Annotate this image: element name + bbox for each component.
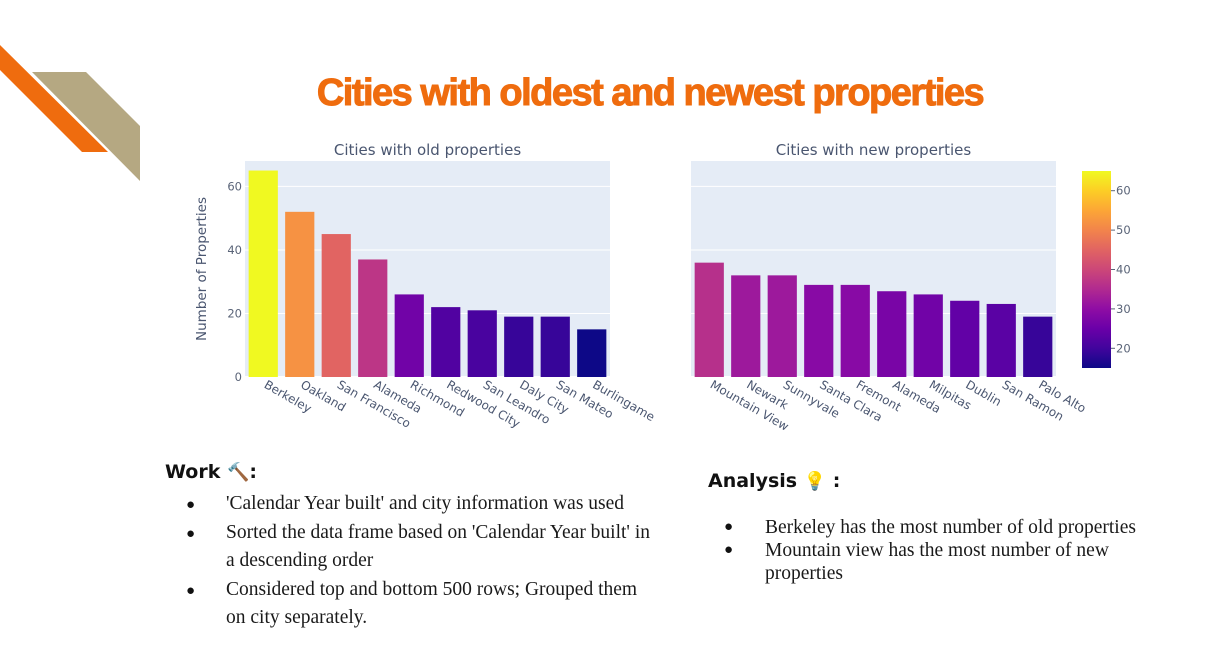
y-tick-label: 60 bbox=[227, 179, 242, 193]
y-tick-label: 0 bbox=[235, 370, 242, 384]
bar bbox=[767, 275, 797, 377]
colorbar-tick-label: 30 bbox=[1116, 302, 1131, 316]
colorbar-tick-label: 60 bbox=[1116, 184, 1131, 198]
hammer-icon: 🔨 bbox=[226, 462, 250, 483]
work-item: 'Calendar Year built' and city informati… bbox=[186, 490, 656, 519]
tan-stripe bbox=[32, 72, 140, 181]
bar bbox=[1023, 316, 1053, 377]
bar bbox=[504, 316, 534, 377]
bar bbox=[285, 211, 315, 377]
y-tick-label: 40 bbox=[227, 243, 242, 257]
bar bbox=[248, 170, 278, 377]
bar bbox=[394, 294, 424, 377]
corner-decoration bbox=[0, 45, 140, 181]
bar bbox=[540, 316, 570, 377]
bar bbox=[731, 275, 761, 377]
colorbar-tick-label: 50 bbox=[1116, 223, 1131, 237]
charts-figure: Cities with old properties 0 20 40 60 Number … bbox=[194, 141, 1131, 434]
analysis-heading-text: Analysis bbox=[708, 470, 798, 492]
subplot-title: Cities with new properties bbox=[776, 141, 972, 159]
work-item: Sorted the data frame based on 'Calendar… bbox=[186, 519, 656, 576]
slide-title: Cities with oldest and newest properties bbox=[316, 72, 985, 115]
colorbar-tick-label: 20 bbox=[1116, 341, 1131, 355]
colorbar-tick-label: 40 bbox=[1116, 263, 1131, 277]
work-colon: : bbox=[249, 461, 257, 483]
subplot-title: Cities with old properties bbox=[334, 141, 521, 159]
bar bbox=[358, 259, 388, 377]
analysis-colon: : bbox=[832, 470, 841, 492]
colorbar bbox=[1082, 171, 1111, 368]
orange-stripe bbox=[0, 45, 108, 152]
bar bbox=[577, 329, 607, 377]
bar bbox=[986, 303, 1016, 377]
bar bbox=[431, 307, 461, 377]
bar bbox=[840, 284, 870, 377]
bar bbox=[467, 310, 497, 377]
analysis-item: Berkeley has the most number of old prop… bbox=[724, 516, 1145, 539]
work-heading-text: Work bbox=[165, 461, 221, 483]
bar bbox=[321, 234, 351, 377]
work-item: Considered top and bottom 500 rows; Grou… bbox=[186, 576, 656, 633]
analysis-item: Mountain view has the most number of new… bbox=[724, 539, 1145, 585]
bar bbox=[913, 294, 943, 377]
lightbulb-icon: 💡 bbox=[803, 471, 827, 492]
work-heading: Work 🔨: bbox=[165, 461, 257, 483]
work-list: 'Calendar Year built' and city informati… bbox=[186, 490, 656, 633]
analysis-heading: Analysis 💡 : bbox=[708, 470, 840, 492]
analysis-list: Berkeley has the most number of old prop… bbox=[724, 516, 1145, 585]
bar bbox=[877, 291, 907, 377]
y-axis-label: Number of Properties bbox=[194, 197, 210, 341]
bar bbox=[804, 284, 834, 377]
y-tick-label: 20 bbox=[227, 306, 242, 320]
bar bbox=[694, 262, 724, 377]
bar bbox=[950, 300, 980, 377]
